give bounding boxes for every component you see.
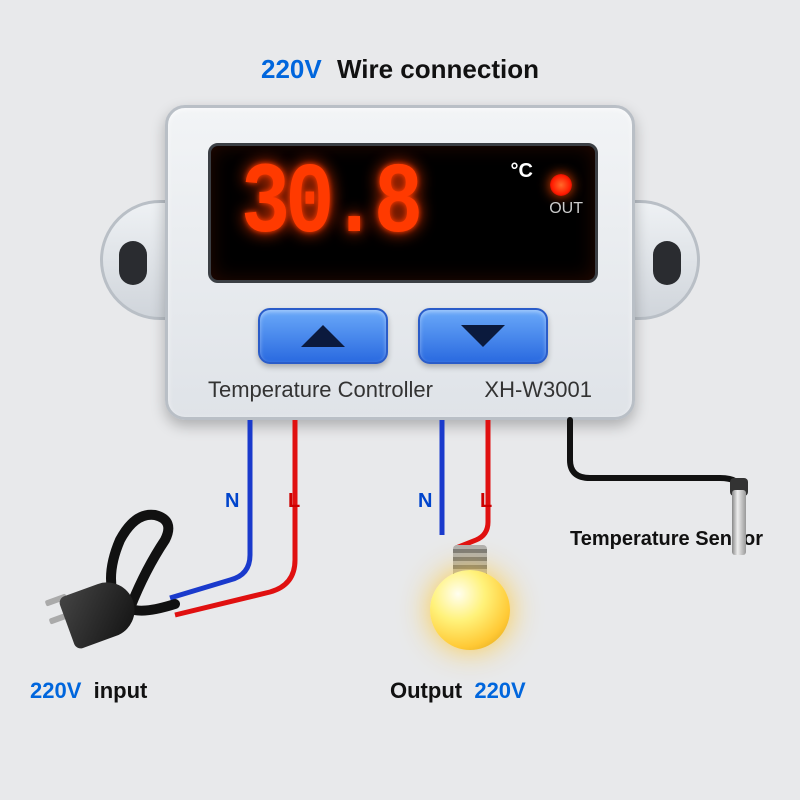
title: 220V Wire connection [0,54,800,85]
input-label: 220V input [30,678,147,704]
device-label: Temperature Controller [208,377,433,403]
output-text: Output [390,678,462,703]
title-text: Wire connection [337,54,539,84]
title-voltage: 220V [261,54,322,84]
light-bulb-icon [425,540,515,675]
down-button[interactable] [418,308,548,364]
arrow-up-icon [301,325,345,347]
input-n-label: N [225,490,239,513]
power-plug-icon [35,575,155,655]
temperature-controller: 30.8 °C OUT Temperature Controller XH-W3… [165,105,635,420]
up-button[interactable] [258,308,388,364]
unit-label: °C [511,160,533,183]
input-voltage: 220V [30,678,81,703]
output-label: Output 220V [390,678,526,704]
display-window: 30.8 °C OUT [208,143,598,283]
sensor-probe-icon [732,490,746,555]
output-n-label: N [418,490,432,513]
out-led-icon [550,174,572,196]
output-l-label: L [480,490,492,513]
output-voltage: 220V [474,678,525,703]
temperature-value: 30.8 [241,156,418,256]
arrow-down-icon [461,325,505,347]
input-text: input [94,678,148,703]
input-l-label: L [288,490,300,513]
out-label: OUT [549,200,583,218]
device-model: XH-W3001 [484,377,592,403]
